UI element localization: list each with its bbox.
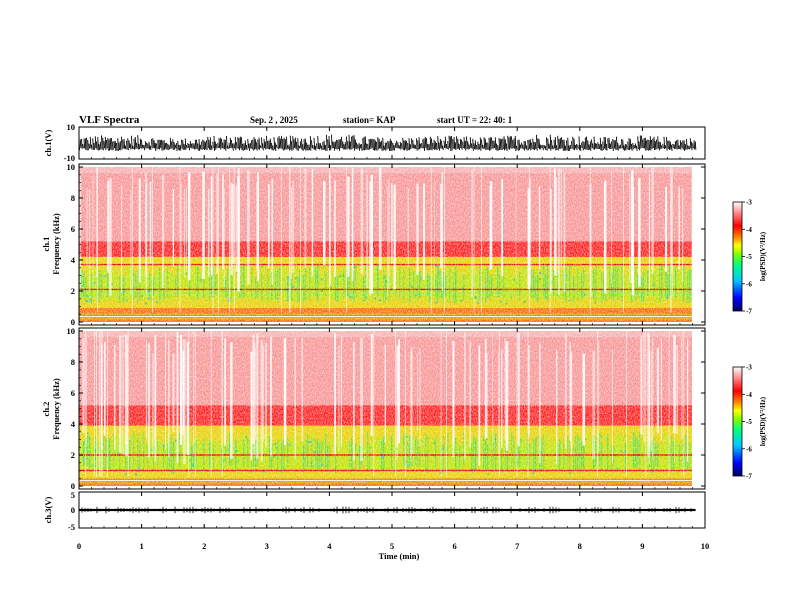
colorbar-scale [732, 366, 743, 477]
ch3-waveform-panel: 5 0 -5 ch.3(V) [43, 490, 706, 532]
figure-title: VLF Spectra [79, 114, 140, 126]
ch3-ytick-bottom: -5 [68, 522, 75, 532]
ch2-spectrogram-panel: 0 2 4 6 8 10 ch.2 Frequency (kHz) -3 -4 -5 -6 -7 l… [41, 326, 767, 491]
ch2-spectrogram-ylabel-line1: ch.2 [41, 402, 51, 417]
x-tick-label: 7 [515, 541, 520, 551]
start-ut-label: start UT = 22: 40: 1 [437, 115, 513, 125]
colorbar-tick-label: -7 [746, 473, 752, 481]
date-label: Sep. 2 , 2025 [250, 115, 298, 125]
ch1-colorbar: -3 -4 -5 -6 -7 log(PSD)(V²/Hz) [732, 199, 767, 316]
ch1-spectrogram-ylabel-line2: Frequency (kHz) [51, 213, 61, 275]
colorbar-tick-label: -6 [746, 280, 752, 288]
x-tick-label: 5 [390, 541, 394, 551]
spectrogram-green-column [693, 441, 694, 469]
spectrogram-ytick-label: 6 [71, 224, 75, 234]
spectrogram-cyan-speck [693, 441, 695, 443]
ch1-waveform-ylabel: ch.1(V) [43, 129, 53, 156]
colorbar-scale [732, 201, 743, 312]
x-tick-label: 0 [77, 541, 81, 551]
x-tick-label: 10 [701, 541, 710, 551]
ch1-waveform-line [78, 134, 697, 152]
spectrogram-ytick-label: 8 [71, 193, 75, 203]
colorbar-tick-label: -4 [746, 391, 752, 399]
spectrogram-ytick-label: 0 [71, 317, 75, 327]
x-tick-label: 1 [139, 541, 143, 551]
ch1-waveform-panel: 10 -10 ch.1(V) [43, 122, 706, 163]
spectrogram-ytick-label: 6 [71, 388, 75, 398]
spectrogram-green-column [695, 276, 696, 300]
spectrogram-ytick-label: 2 [71, 450, 75, 460]
spectrogram-ytick-label: 4 [71, 419, 76, 429]
colorbar-label: log(PSD)(V²/Hz) [759, 231, 767, 281]
ch2-colorbar: -3 -4 -5 -6 -7 log(PSD)(V²/Hz) [732, 364, 767, 481]
spectrogram-ytick-label: 10 [67, 162, 76, 172]
x-tick-label: 9 [640, 541, 644, 551]
ch1-ytick-bottom: -10 [64, 153, 75, 163]
ch2-spectrogram-ylabel-line2: Frequency (kHz) [51, 378, 61, 440]
x-tick-label: 3 [265, 541, 269, 551]
ch3-waveform-ylabel: ch.3(V) [43, 496, 53, 523]
ch1-spectrogram-speckle [79, 167, 692, 322]
colorbar-tick-label: -7 [746, 308, 752, 316]
spectrogram-ytick-label: 0 [71, 481, 75, 491]
ch3-ytick-mid: 0 [71, 505, 75, 515]
ch1-spectrogram-ylabel-line1: ch.1 [41, 237, 51, 252]
ch3-ytick-top: 5 [71, 490, 75, 500]
station-label: station= KAP [343, 115, 396, 125]
colorbar-tick-label: -5 [746, 418, 752, 426]
colorbar-tick-label: -4 [746, 226, 752, 234]
ch1-spectrogram-image [79, 167, 696, 322]
colorbar-tick-label: -3 [746, 199, 752, 207]
ch2-spectrogram-image [79, 331, 696, 486]
ch2-spectrogram-speckle [79, 331, 692, 486]
ch1-ytick-top: 10 [67, 122, 76, 132]
ch3-waveform-band [79, 508, 696, 512]
spectrogram-ytick-label: 4 [71, 255, 76, 265]
colorbar-tick-label: -3 [746, 364, 752, 372]
spectrogram-ytick-label: 8 [71, 357, 75, 367]
spectrogram-ytick-label: 10 [67, 326, 76, 336]
x-axis-label: Time (min) [379, 551, 420, 561]
spectrogram-ytick-label: 2 [71, 286, 75, 296]
x-axis-ticks: 0 1 2 3 4 5 6 7 8 9 10 [77, 127, 709, 551]
colorbar-tick-label: -5 [746, 253, 752, 261]
colorbar-label: log(PSD)(V²/Hz) [759, 396, 767, 446]
ch1-spectrogram-panel: 0 2 4 6 8 10 ch.1 Frequency (kHz) -3 -4 -5 -6 -7 l… [41, 162, 767, 327]
x-tick-label: 2 [202, 541, 206, 551]
colorbar-tick-label: -6 [746, 445, 752, 453]
x-tick-label: 8 [578, 541, 582, 551]
spectrogram-green-column [693, 271, 694, 300]
x-tick-label: 4 [327, 541, 332, 551]
x-tick-label: 6 [452, 541, 456, 551]
spectrogram-green-column [695, 432, 696, 467]
